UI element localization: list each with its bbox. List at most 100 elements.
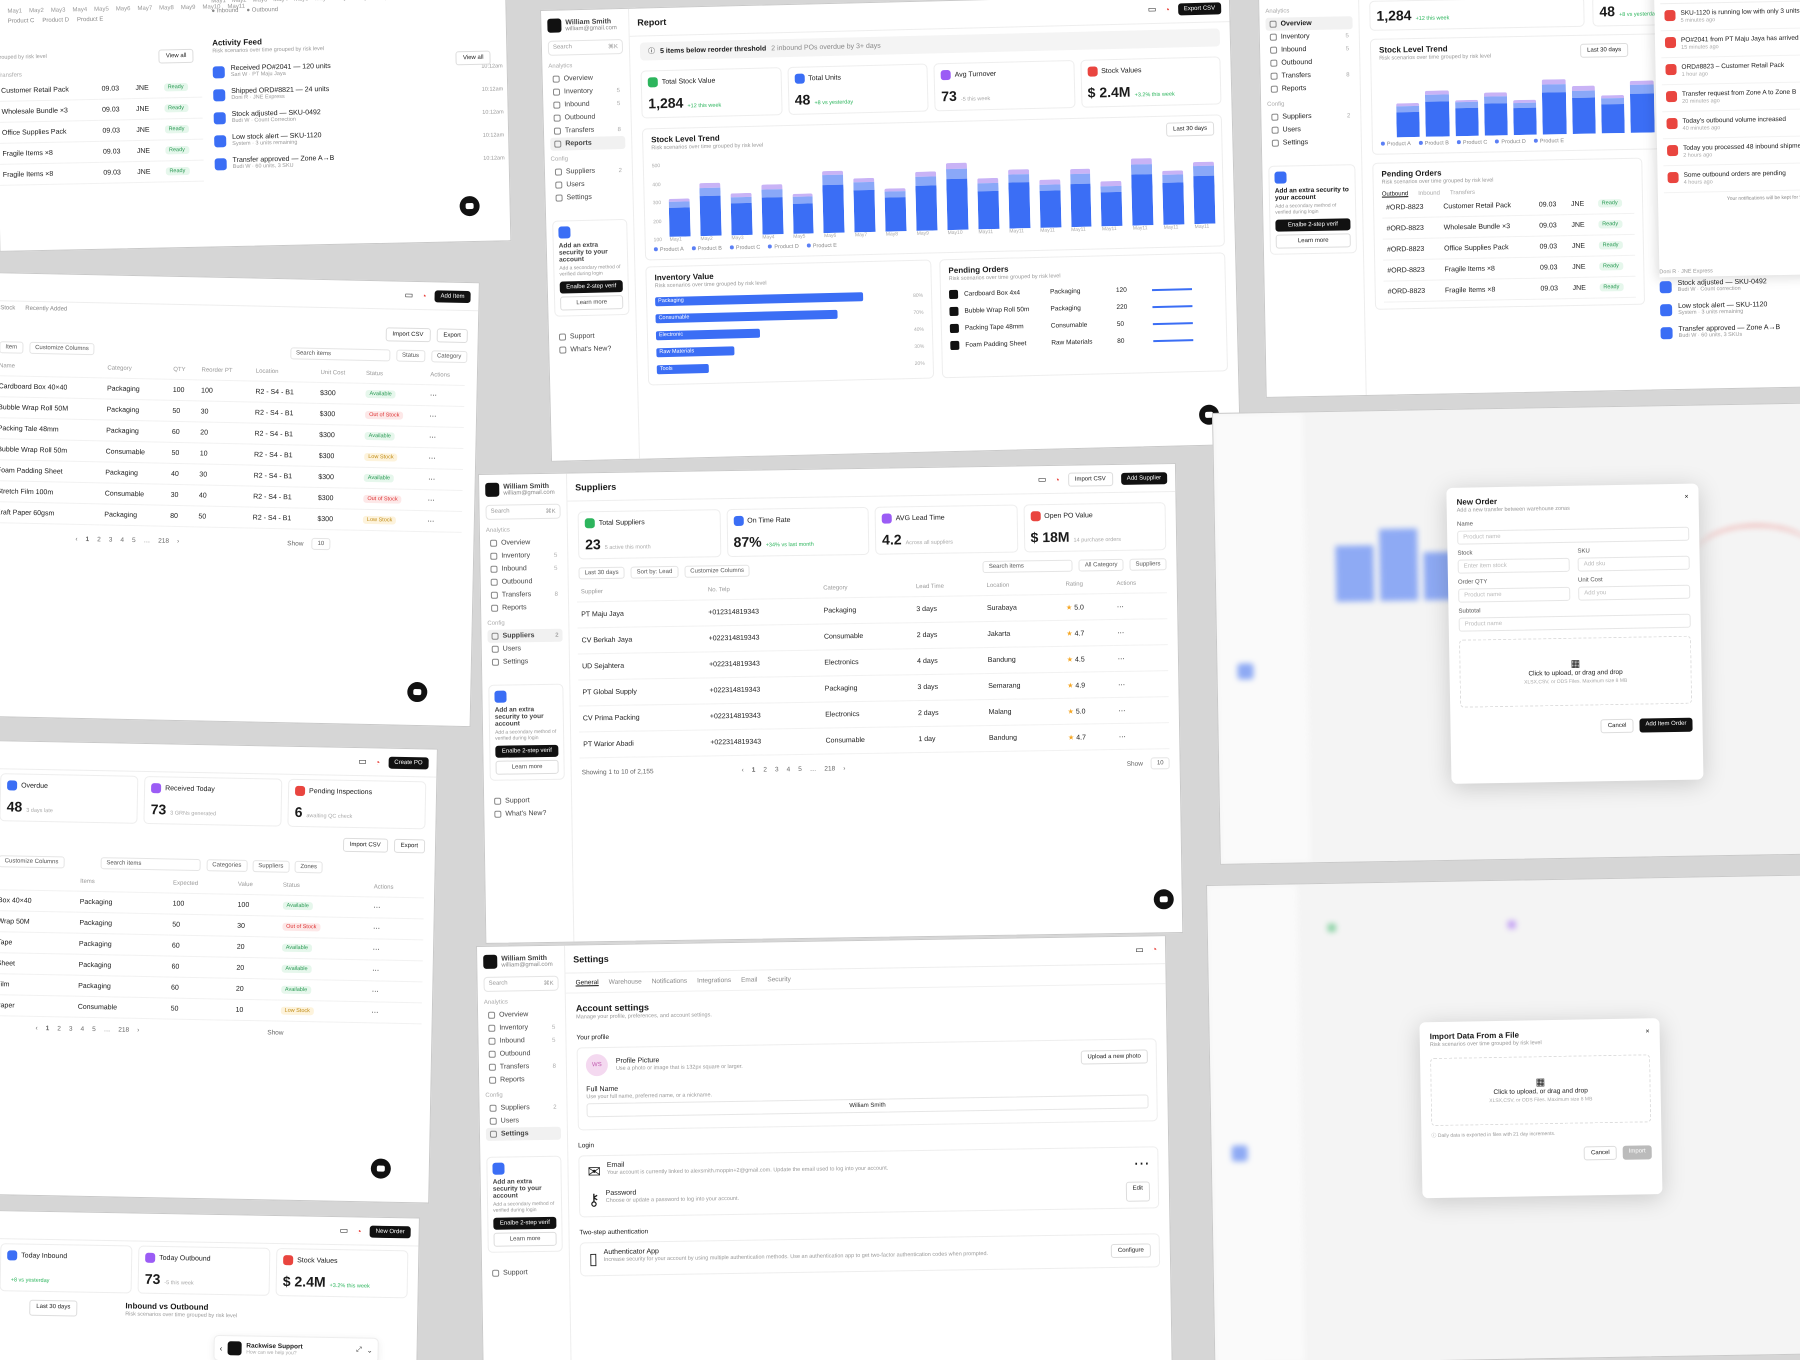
row-actions-icon[interactable]: ⋯ — [368, 938, 424, 961]
tab-stock[interactable]: Stock — [0, 305, 16, 312]
item-filter[interactable]: Item — [0, 341, 24, 354]
page-3[interactable]: 3 — [108, 536, 113, 544]
more-icon[interactable]: ⋯ — [1133, 1155, 1150, 1173]
edit-password-button[interactable]: Edit — [1125, 1181, 1151, 1202]
user-menu[interactable]: William Smith william@gmail.com — [547, 17, 622, 33]
export-button[interactable]: Export — [436, 328, 468, 344]
toolbar-search-items[interactable]: Search items — [982, 559, 1073, 574]
toolbar-last-30-days[interactable]: Last 30 days — [578, 566, 625, 580]
page-4[interactable]: 4 — [786, 765, 791, 773]
row-actions-icon[interactable]: ⋯ — [424, 447, 464, 470]
trend-range-select[interactable]: Last 30 days — [1165, 121, 1215, 137]
page-1[interactable]: 1 — [45, 1025, 50, 1033]
import-button[interactable]: Import — [1622, 1145, 1652, 1160]
row-actions-icon[interactable]: ⋯ — [1113, 670, 1169, 698]
sidebar-item-suppliers[interactable]: Suppliers 2 — [487, 628, 563, 643]
tab-notifications[interactable]: Notifications — [651, 977, 688, 986]
activity-item[interactable]: Stock adjusted — SKU-0492 Budi W · Count … — [1659, 272, 1800, 298]
page-2[interactable]: 2 — [57, 1025, 61, 1033]
prev-page-icon[interactable]: ‹ — [35, 1024, 38, 1032]
page-2[interactable]: 2 — [763, 765, 768, 774]
page-218[interactable]: 218 — [824, 764, 836, 773]
page-size-select[interactable]: 10 — [311, 537, 331, 551]
qty-input[interactable]: Product name — [1458, 586, 1571, 603]
create-po-button[interactable]: Create PO — [388, 756, 429, 769]
tab-recently-added[interactable]: Recently Added — [25, 305, 68, 313]
page-4[interactable]: 4 — [80, 1025, 85, 1033]
toolbar-sort-by-lead[interactable]: Sort by: Lead — [630, 565, 679, 579]
chat-fab[interactable] — [407, 681, 428, 703]
sidebar-item-reports[interactable]: Reports — [1267, 81, 1354, 96]
search-input[interactable]: Search items — [100, 857, 201, 872]
page-5[interactable]: 5 — [798, 765, 802, 773]
inbox-icon[interactable]: ▭ — [339, 1225, 349, 1236]
sidebar-item-users[interactable]: Users — [486, 1114, 561, 1128]
notification-item[interactable]: Transfer request from Zone A to Zone B 20… — [1661, 82, 1800, 113]
tab-general[interactable]: General — [575, 979, 599, 987]
sidebar-item-settings[interactable]: Settings — [488, 655, 563, 669]
customize-columns[interactable]: Customize Columns — [0, 855, 65, 869]
bell-icon[interactable]: ◔ — [1164, 4, 1170, 15]
row-actions-icon[interactable]: ⋯ — [423, 468, 463, 491]
bell-icon[interactable]: ◔ — [1054, 474, 1060, 485]
learn-more-button[interactable]: Learn more — [495, 759, 559, 775]
learn-more-button[interactable]: Learn more — [1275, 233, 1351, 249]
zones-filter[interactable]: Zones — [294, 860, 324, 874]
whats-new-link[interactable]: What's New? — [555, 342, 630, 357]
enable-2step-button[interactable]: Enalbe 2-step verif — [495, 744, 559, 758]
learn-more-button[interactable]: Learn more — [493, 1231, 557, 1247]
new-order-button[interactable]: New Order — [369, 1225, 411, 1238]
tab-transfers[interactable]: Transfers — [1449, 189, 1476, 197]
sidebar-item-outbound[interactable]: Outbound — [487, 575, 562, 589]
row-actions-icon[interactable]: ⋯ — [425, 384, 465, 407]
sidebar-item-inventory[interactable]: Inventory 5 — [484, 1021, 559, 1035]
chevron-down-icon[interactable]: ⌄ — [366, 1347, 373, 1355]
page-3[interactable]: 3 — [774, 765, 779, 773]
export-csv-button[interactable]: Export CSV — [1177, 1, 1222, 15]
page-5[interactable]: 5 — [92, 1026, 96, 1034]
expand-icon[interactable]: ⤢ — [356, 1346, 362, 1354]
support-link[interactable]: Support — [488, 1266, 563, 1280]
range-select[interactable]: Last 30 days — [29, 1299, 78, 1317]
sidebar-item-users[interactable]: Users — [488, 642, 563, 656]
sidebar-item-outbound[interactable]: Outbound — [485, 1047, 560, 1061]
notification-item[interactable]: Today's outbound volume increased 40 minu… — [1662, 109, 1800, 140]
sidebar-search[interactable]: Search ⌘K — [547, 38, 624, 56]
tab-inbound[interactable]: Inbound — [1418, 190, 1440, 197]
chat-fab[interactable] — [1153, 889, 1174, 910]
whats-new-link[interactable]: What's New? — [490, 807, 565, 821]
inbox-icon[interactable]: ▭ — [1135, 944, 1144, 955]
left-view-all[interactable]: View all — [158, 48, 194, 64]
sidebar-item-reports[interactable]: Reports — [550, 135, 626, 151]
sidebar-item-inbound[interactable]: Inbound 5 — [486, 562, 561, 576]
row-actions-icon[interactable]: ⋯ — [424, 426, 464, 449]
import-csv-button[interactable]: Import CSV — [1067, 471, 1113, 487]
next-page-icon[interactable]: › — [137, 1026, 140, 1034]
user-menu[interactable]: William Smith william@gmail.com — [485, 482, 560, 497]
sidebar-item-overview[interactable]: Overview — [486, 536, 561, 550]
notification-item[interactable]: Some outbound orders are pending 4 hours … — [1663, 163, 1800, 194]
chat-fab[interactable] — [370, 1158, 392, 1179]
subtotal-input[interactable]: Product name — [1458, 613, 1691, 632]
row-actions-icon[interactable]: ⋯ — [423, 489, 463, 512]
name-input[interactable]: Product name — [1457, 526, 1690, 545]
sidebar-item-settings[interactable]: Settings — [551, 190, 626, 205]
sidebar-item-inbound[interactable]: Inbound 5 — [484, 1034, 559, 1048]
import-csv-button[interactable]: Import CSV — [385, 327, 431, 343]
bell-icon[interactable]: ◔ — [1151, 944, 1158, 955]
sidebar-item-settings[interactable]: Settings — [485, 1126, 562, 1141]
cancel-button[interactable]: Cancel — [1600, 718, 1634, 734]
add-item-button[interactable]: Add Item — [434, 289, 471, 303]
trend-range-select[interactable]: Last 30 days — [1580, 42, 1629, 58]
bell-icon[interactable]: ◔ — [374, 756, 381, 767]
status-filter[interactable]: Status — [395, 349, 426, 363]
page-[interactable]: … — [809, 765, 817, 773]
row-actions-icon[interactable]: ⋯ — [367, 980, 423, 1003]
page-5[interactable]: 5 — [132, 536, 136, 544]
enable-2step-button[interactable]: Enalbe 2-step verif — [1275, 218, 1351, 232]
notification-item[interactable]: Today you processed 48 inbound shipments… — [1662, 136, 1800, 167]
activity-item[interactable]: Transfer approved — Zone A→B Budi W · 60 … — [1660, 318, 1800, 344]
sidebar-item-reports[interactable]: Reports — [485, 1073, 560, 1087]
row-actions-icon[interactable]: ⋯ — [1112, 592, 1168, 620]
suppliers-filter[interactable]: Suppliers — [252, 860, 290, 873]
